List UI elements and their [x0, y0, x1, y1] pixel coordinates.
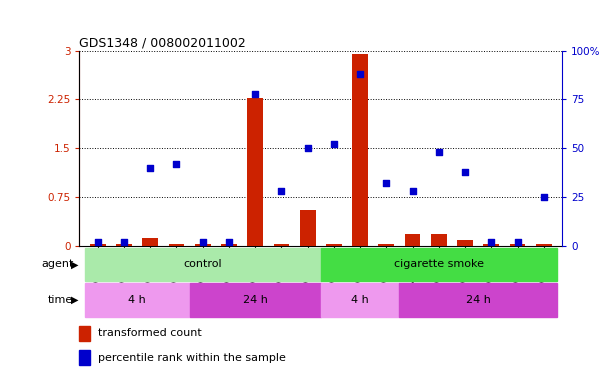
Text: ▶: ▶ — [71, 295, 78, 305]
Bar — [79, 326, 90, 340]
Bar — [85, 248, 321, 281]
Point — [460, 168, 470, 174]
Point — [145, 165, 155, 171]
Point — [381, 180, 391, 186]
Bar — [378, 244, 394, 246]
Bar — [142, 238, 158, 246]
Text: cigarette smoke: cigarette smoke — [394, 260, 484, 269]
Text: transformed count: transformed count — [98, 328, 202, 338]
Bar — [431, 234, 447, 246]
Text: ▶: ▶ — [71, 260, 78, 269]
Point — [93, 239, 103, 245]
Bar — [321, 248, 557, 281]
Bar — [189, 283, 321, 317]
Point — [539, 194, 549, 200]
Bar — [300, 210, 315, 246]
Text: 4 h: 4 h — [351, 295, 369, 305]
Point — [277, 188, 287, 194]
Bar — [404, 234, 420, 246]
Bar — [116, 244, 132, 246]
Bar — [400, 283, 557, 317]
Bar — [79, 350, 90, 365]
Bar — [457, 240, 473, 246]
Bar — [247, 98, 263, 246]
Bar — [353, 54, 368, 246]
Text: control: control — [183, 260, 222, 269]
Point — [303, 145, 313, 151]
Point — [119, 239, 129, 245]
Point — [251, 90, 260, 96]
Point — [513, 239, 522, 245]
Point — [198, 239, 208, 245]
Text: 24 h: 24 h — [466, 295, 491, 305]
Text: 4 h: 4 h — [128, 295, 146, 305]
Point — [408, 188, 417, 194]
Bar — [274, 244, 289, 246]
Point — [172, 161, 181, 167]
Point — [434, 149, 444, 155]
Text: agent: agent — [41, 260, 73, 269]
Bar — [169, 244, 185, 246]
Bar — [483, 244, 499, 246]
Bar — [326, 244, 342, 246]
Point — [355, 71, 365, 77]
Bar — [221, 244, 237, 246]
Text: 24 h: 24 h — [243, 295, 268, 305]
Bar — [195, 244, 211, 246]
Point — [486, 239, 496, 245]
Bar — [85, 283, 189, 317]
Text: GDS1348 / 008002011002: GDS1348 / 008002011002 — [79, 36, 246, 50]
Bar — [536, 244, 552, 246]
Text: time: time — [48, 295, 73, 305]
Bar — [90, 244, 106, 246]
Bar — [510, 244, 525, 246]
Point — [329, 141, 338, 147]
Point — [224, 239, 234, 245]
Text: percentile rank within the sample: percentile rank within the sample — [98, 353, 285, 363]
Bar — [321, 283, 400, 317]
